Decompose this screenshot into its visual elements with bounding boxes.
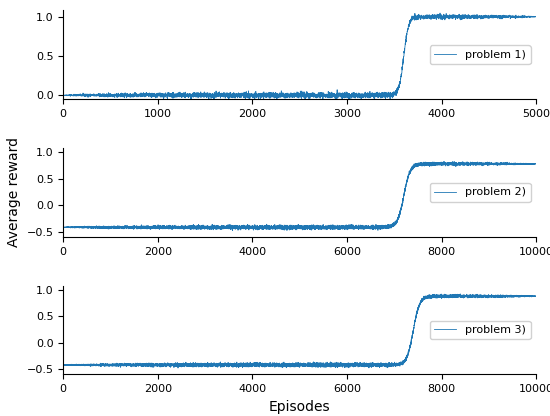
Legend: problem 3): problem 3) (430, 321, 531, 339)
X-axis label: Episodes: Episodes (269, 400, 331, 414)
Legend: problem 1): problem 1) (430, 45, 531, 64)
Legend: problem 2): problem 2) (430, 183, 531, 202)
Y-axis label: Average reward: Average reward (7, 137, 21, 248)
